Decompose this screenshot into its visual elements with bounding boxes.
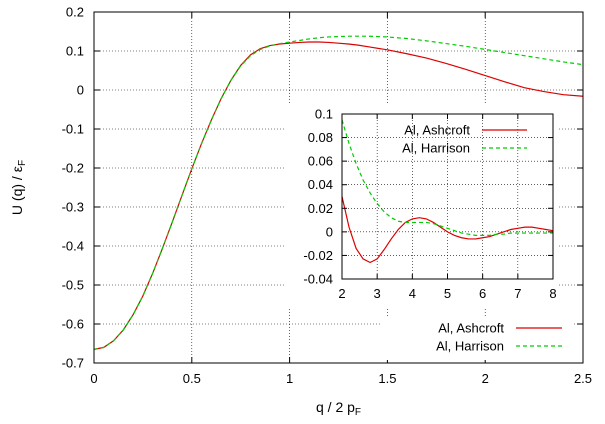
- inset-y-tick-label: 0.06: [308, 154, 333, 169]
- inset-x-tick-label: 2: [338, 286, 345, 301]
- main-ticks: 0 0.5 1 1.5 2 2.5 -0.7 -0.6 -0.5 -0.4 -0.3 -0.2 -0.1…: [62, 5, 592, 387]
- main-x-tick-label: 2: [482, 371, 489, 386]
- main-x-tick-label: 2.5: [574, 371, 592, 386]
- main-plot-border: [93, 11, 584, 364]
- inset-y-tick-label: -0.02: [303, 248, 333, 263]
- inset-y-tick-label: 0.1: [315, 107, 333, 122]
- inset-y-tick-label: 0.02: [308, 201, 333, 216]
- inset-background: [284, 105, 559, 308]
- main-frame: [93, 11, 584, 364]
- inset-x-tick-label: 3: [374, 286, 381, 301]
- main-y-tick-label: 0: [77, 83, 84, 98]
- main-series-line-harrison: [93, 35, 584, 350]
- inset-series-line-harrison: [341, 119, 553, 236]
- inset-x-tick-label: 8: [549, 286, 556, 301]
- main-y-tick-label: -0.3: [62, 200, 84, 215]
- inset-series: [341, 119, 554, 264]
- inset-y-tick-label: 0: [326, 224, 333, 239]
- main-y-tick-label: -0.4: [62, 239, 84, 254]
- inset-legend: Al, Ashcroft Al, Harrison: [402, 123, 527, 156]
- inset-y-tick-label: 0.08: [308, 130, 333, 145]
- y-axis-label: U (q) / εF: [9, 160, 28, 215]
- main-series: [93, 35, 584, 350]
- main-x-tick-label: 0: [90, 371, 97, 386]
- inset-x-tick-label: 6: [479, 286, 486, 301]
- main-y-tick-label: 0.1: [66, 44, 84, 59]
- inset-series-line-ashcroft: [341, 196, 554, 264]
- inset-grid: [342, 114, 553, 279]
- main-y-tick-label: 0.2: [66, 5, 84, 20]
- main-y-tick-label: -0.1: [62, 122, 84, 137]
- main-y-tick-label: -0.5: [62, 278, 84, 293]
- inset-x-tick-label: 5: [444, 286, 451, 301]
- main-x-tick-label: 1: [286, 371, 293, 386]
- inset-x-tick-label: 4: [409, 286, 416, 301]
- inset-y-tick-label: 0.04: [308, 177, 333, 192]
- inset-x-tick-label: 7: [514, 286, 521, 301]
- inset-frame: [341, 113, 554, 280]
- main-legend: Al, Ashcroft Al, Harrison: [382, 316, 572, 360]
- main-grid: [94, 12, 583, 363]
- main-legend-label-harrison: Al, Harrison: [436, 339, 504, 354]
- inset-ticks: 2 3 4 5 6 7 8 -0.04 -0.02 0 0.02 0.04 0.06 0.08 0.1: [303, 107, 556, 302]
- main-y-tick-label: -0.6: [62, 317, 84, 332]
- x-axis-label: q / 2 pF: [316, 399, 361, 418]
- main-y-tick-label: -0.2: [62, 161, 84, 176]
- main-y-tick-label: -0.7: [62, 356, 84, 371]
- inset-y-tick-label: -0.04: [303, 272, 333, 287]
- main-x-tick-label: 0.5: [183, 371, 201, 386]
- main-x-tick-label: 1.5: [378, 371, 396, 386]
- inset-legend-label-ashcroft: Al, Ashcroft: [404, 123, 470, 138]
- inset-plot-border: [341, 113, 554, 280]
- main-legend-background: [382, 316, 572, 360]
- main-legend-label-ashcroft: Al, Ashcroft: [438, 321, 504, 336]
- inset-legend-label-harrison: Al, Harrison: [402, 141, 470, 156]
